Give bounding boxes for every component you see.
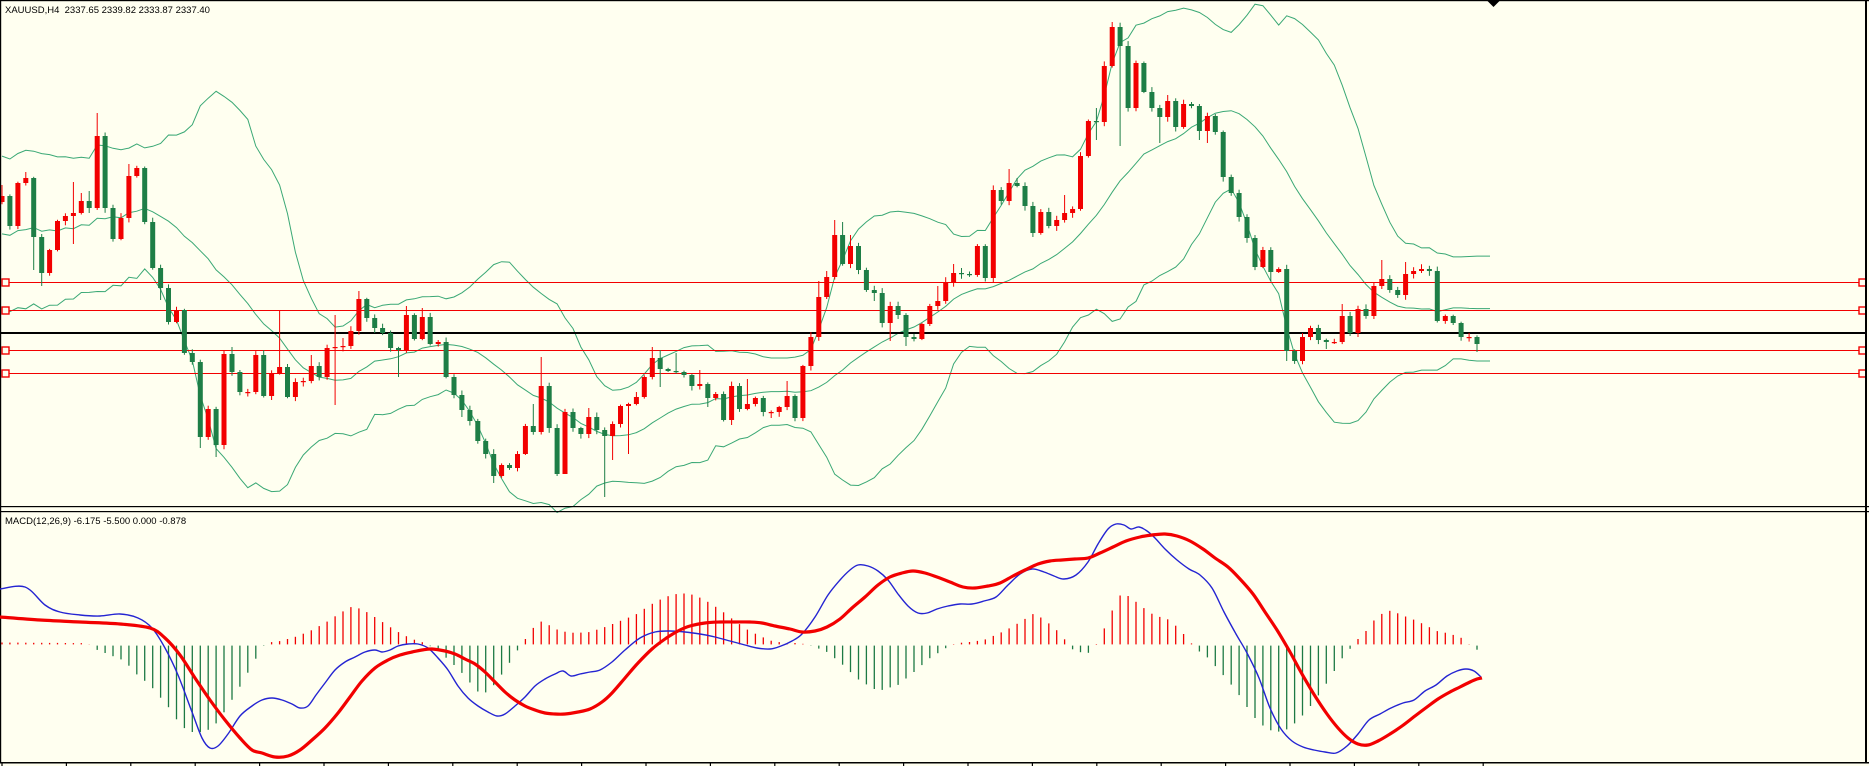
svg-text:XAUUSD,H4 2337.65 2339.82 233: XAUUSD,H4 2337.65 2339.82 2333.87 2337.4…	[5, 5, 210, 16]
svg-text:MACD(12,26,9) -6.175 -5.500 0.: MACD(12,26,9) -6.175 -5.500 0.000 -0.878	[5, 516, 186, 527]
